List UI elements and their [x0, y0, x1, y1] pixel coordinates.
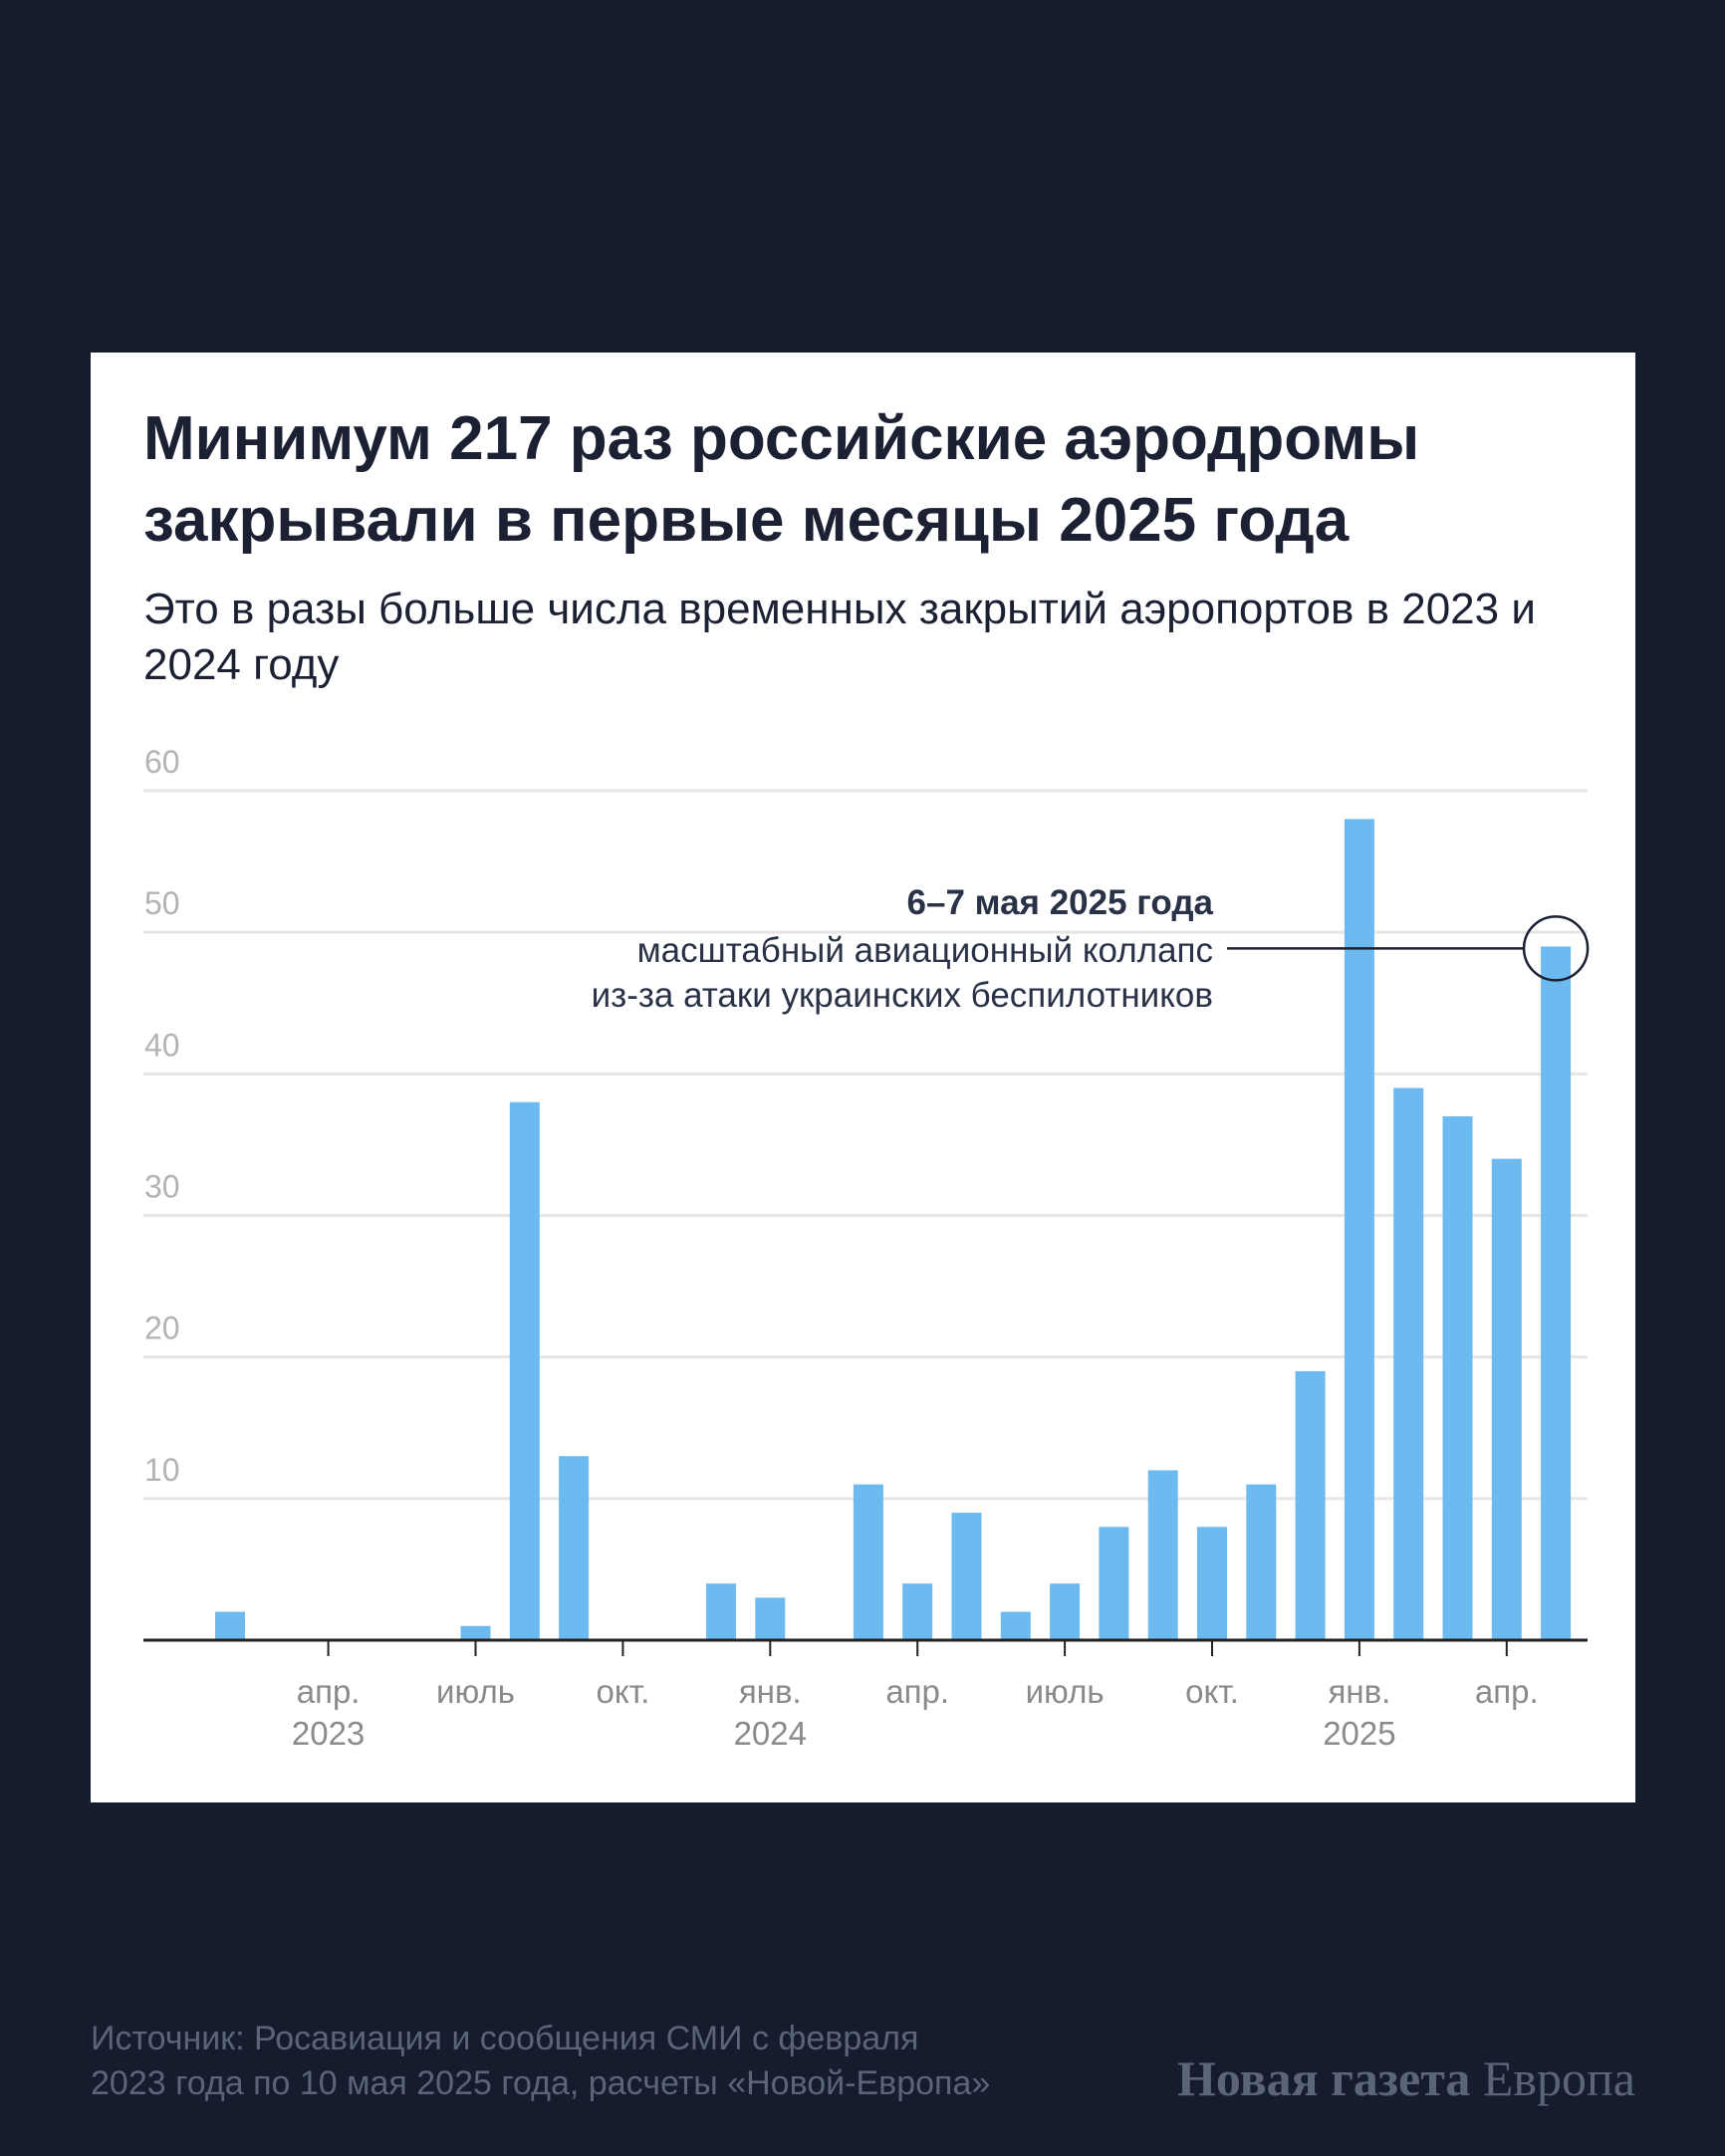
bar-2023-12 — [706, 1583, 736, 1640]
y-tick-label: 60 — [144, 744, 180, 780]
bar-2025-04 — [1491, 1158, 1522, 1640]
bar-2024-09 — [1147, 1470, 1178, 1640]
logo-regular: Европа — [1482, 2050, 1635, 2106]
x-year-label: 2023 — [292, 1715, 365, 1752]
bar-2025-03 — [1442, 1115, 1473, 1640]
x-tick-label: окт. — [1185, 1673, 1239, 1710]
bar-2024-07 — [1050, 1583, 1081, 1640]
x-tick-label: июль — [1026, 1673, 1105, 1710]
bar-2025-05 — [1541, 946, 1572, 1640]
x-year-label: 2025 — [1323, 1715, 1395, 1752]
bar-2024-10 — [1197, 1527, 1227, 1640]
bar-2023-09 — [559, 1456, 590, 1640]
x-tick-label: июль — [436, 1673, 515, 1710]
annotation-text: масштабный авиационный коллапс — [637, 931, 1213, 970]
bar-2024-06 — [1000, 1611, 1031, 1640]
y-tick-label: 30 — [144, 1169, 180, 1205]
y-tick-label: 10 — [144, 1452, 180, 1488]
bar-2023-08 — [509, 1101, 540, 1640]
bar-2024-08 — [1099, 1527, 1129, 1640]
source-line-1: Источник: Росавиация и сообщения СМИ с ф… — [91, 2020, 919, 2057]
x-tick-label: апр. — [1475, 1673, 1539, 1710]
chart-title: Минимум 217 раз российские аэродромы зак… — [143, 404, 1420, 555]
y-tick-label: 50 — [144, 885, 180, 921]
x-tick-label: апр. — [297, 1673, 361, 1710]
annotation-title: 6–7 мая 2025 года — [907, 883, 1214, 922]
bar-2025-02 — [1393, 1087, 1424, 1640]
x-tick-label: апр. — [885, 1673, 949, 1710]
bar-2024-04 — [902, 1583, 933, 1640]
logo-bold: Новая газета — [1177, 2050, 1471, 2106]
bar-2023-02 — [215, 1611, 245, 1640]
x-tick-label: янв. — [1329, 1673, 1391, 1710]
bar-2024-12 — [1295, 1370, 1326, 1640]
bar-2024-01 — [755, 1597, 786, 1640]
x-year-label: 2024 — [734, 1715, 807, 1752]
x-tick-label: окт. — [597, 1673, 650, 1710]
source-line-2: 2023 года по 10 мая 2025 года, расчеты «… — [91, 2064, 991, 2102]
logo: Новая газета Европа — [1177, 2049, 1635, 2107]
y-tick-label: 40 — [144, 1027, 180, 1063]
source-note: Источник: Росавиация и сообщения СМИ с ф… — [91, 2017, 990, 2106]
annotation-text: из-за атаки украинских беспилотников — [592, 976, 1213, 1015]
bar-2023-07 — [460, 1625, 491, 1640]
bar-2025-01 — [1344, 819, 1374, 1640]
x-tick-label: янв. — [739, 1673, 802, 1710]
chart-subtitle: Это в разы больше числа временных закрыт… — [143, 585, 1536, 689]
bar-2024-03 — [853, 1484, 883, 1640]
bar-2024-11 — [1246, 1484, 1277, 1640]
y-tick-label: 20 — [144, 1311, 180, 1346]
bar-2024-05 — [951, 1513, 982, 1640]
